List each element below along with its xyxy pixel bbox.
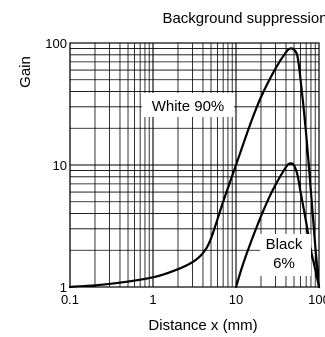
series-line-white — [68, 47, 321, 289]
chart-title: Background suppression — [162, 10, 325, 27]
x-tick-label: 1 — [149, 292, 156, 307]
y-tick-labels: 1 10 100 — [45, 36, 67, 295]
y-tick-label: 100 — [45, 36, 67, 51]
x-tick-label: 100 — [308, 292, 325, 307]
white-annotation-background — [142, 93, 234, 117]
y-axis-label: Gain — [17, 56, 34, 88]
y-tick-label: 1 — [60, 280, 67, 295]
black-series-annotation-line1: Black — [266, 236, 303, 253]
x-tick-label: 10 — [229, 292, 243, 307]
black-annotation-background — [260, 234, 311, 276]
y-tick-label: 10 — [53, 158, 67, 173]
plot-frame — [69, 42, 320, 288]
white-series-annotation: White 90% — [152, 98, 225, 115]
x-tick-labels: 0.1 1 10 100 — [61, 292, 325, 307]
x-axis-label: Distance x (mm) — [148, 317, 257, 334]
black-series-annotation-line2: 6% — [273, 255, 295, 272]
x-tick-label: 0.1 — [61, 292, 79, 307]
